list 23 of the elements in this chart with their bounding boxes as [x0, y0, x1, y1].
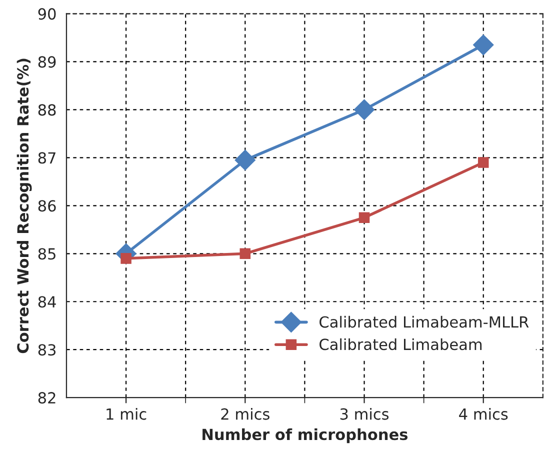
y-tick-label: 88	[38, 104, 56, 116]
x-tick-label: 2 mics	[221, 408, 270, 420]
x-tick-label: 1 mic	[106, 408, 146, 420]
x-tick-label: 4 mics	[459, 408, 508, 420]
x-tick-label: 3 mics	[340, 408, 389, 420]
y-tick-label: 85	[38, 248, 56, 260]
y-axis-title: Correct Word Recognition Rate(%)	[16, 58, 32, 354]
legend-label: Calibrated Limabeam-MLLR	[320, 316, 529, 328]
legend-label: Calibrated Limabeam	[320, 338, 482, 350]
y-tick-label: 89	[38, 56, 56, 68]
point	[354, 99, 375, 120]
y-tick-label: 90	[38, 8, 56, 20]
point	[478, 157, 489, 168]
point	[234, 150, 256, 170]
point	[473, 34, 494, 56]
y-tick-label: 87	[38, 152, 56, 164]
y-tick-label: 84	[38, 296, 56, 308]
point	[358, 212, 370, 224]
point	[240, 248, 251, 260]
y-tick-label: 82	[38, 392, 56, 404]
y-tick-label: 83	[38, 344, 56, 356]
y-tick-label: 86	[38, 200, 56, 212]
x-axis-title: Number of microphones	[202, 428, 408, 444]
